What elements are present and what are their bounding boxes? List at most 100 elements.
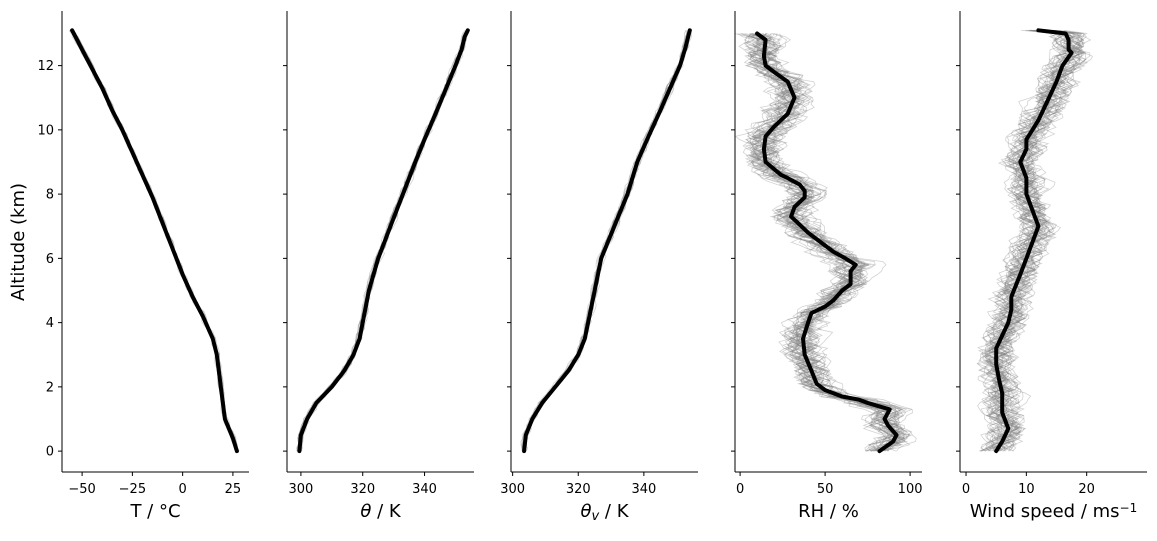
ensemble-line bbox=[976, 29, 1070, 452]
ensemble-line bbox=[69, 30, 237, 452]
x-tick-label: 20 bbox=[1078, 482, 1095, 497]
x-tick-label: 50 bbox=[817, 482, 834, 497]
ensemble-line bbox=[759, 33, 906, 452]
ensemble-line bbox=[994, 29, 1094, 452]
x-tick-label: 320 bbox=[350, 482, 375, 497]
mean-profile-line bbox=[70, 28, 239, 454]
ensemble-line bbox=[295, 30, 467, 452]
y-tick-label: 12 bbox=[37, 59, 54, 74]
ensemble-line bbox=[749, 33, 898, 452]
ensemble-line bbox=[984, 29, 1081, 452]
x-axis-label: T / °C bbox=[129, 501, 180, 522]
ensemble-line bbox=[987, 29, 1082, 452]
ensemble-line bbox=[997, 29, 1086, 452]
ensemble-line bbox=[978, 29, 1073, 452]
mean-profile-line bbox=[994, 28, 1074, 454]
y-tick-label: 8 bbox=[46, 188, 54, 203]
ensemble-line bbox=[71, 30, 238, 452]
x-tick-label: 340 bbox=[412, 482, 437, 497]
x-tick-label: 0 bbox=[962, 482, 970, 497]
ensemble-line bbox=[737, 33, 888, 452]
ensemble-line bbox=[520, 30, 690, 452]
ensemble-line bbox=[69, 30, 239, 452]
ensemble-line bbox=[297, 30, 468, 452]
x-tick-label: 300 bbox=[500, 482, 525, 497]
ensemble-line bbox=[984, 29, 1074, 452]
ensemble-line bbox=[995, 29, 1087, 452]
ensemble-line bbox=[71, 30, 237, 452]
ensemble-line bbox=[743, 33, 896, 452]
y-tick-label: 0 bbox=[46, 445, 54, 460]
x-tick-label: −50 bbox=[68, 482, 95, 497]
ensemble-line bbox=[73, 30, 240, 452]
panel-1: 0 2 4 6 8 10 12 −50 −25 0 25 T / °C bbox=[37, 11, 249, 522]
ensemble-line bbox=[751, 33, 913, 452]
y-tick-label: 4 bbox=[46, 316, 54, 331]
ensemble-members bbox=[976, 29, 1094, 452]
ensemble-line bbox=[71, 30, 238, 452]
x-tick-label: 0 bbox=[736, 482, 744, 497]
x-tick-label: 300 bbox=[288, 482, 313, 497]
ensemble-line bbox=[985, 29, 1080, 452]
panel-2: 300 320 340 θ / K bbox=[283, 11, 474, 522]
ensemble-members bbox=[68, 30, 240, 452]
ensemble-line bbox=[757, 33, 908, 452]
ensemble-line bbox=[734, 33, 889, 452]
panel-5: 0 10 20 Wind speed / ms−1 bbox=[956, 11, 1147, 522]
y-axis-label: Altitude (km) bbox=[8, 183, 29, 301]
ensemble-line bbox=[749, 33, 888, 452]
ensemble-line bbox=[751, 33, 900, 452]
ensemble-line bbox=[72, 30, 240, 452]
ensemble-line bbox=[745, 33, 895, 452]
ensemble-line bbox=[985, 29, 1078, 452]
ensemble-line bbox=[991, 29, 1075, 452]
x-axis-label: θ / K bbox=[360, 501, 402, 522]
ensemble-line bbox=[521, 30, 689, 452]
mean-profile-line bbox=[297, 28, 470, 454]
ensemble-line bbox=[73, 30, 238, 452]
ensemble-line bbox=[753, 33, 901, 452]
ensemble-line bbox=[68, 30, 237, 452]
ensemble-line bbox=[73, 30, 237, 452]
x-tick-label: 320 bbox=[566, 482, 591, 497]
ensemble-line bbox=[72, 30, 238, 452]
ensemble-line bbox=[993, 29, 1091, 452]
ensemble-line bbox=[990, 29, 1087, 452]
ensemble-line bbox=[72, 30, 238, 452]
ensemble-line bbox=[749, 33, 905, 452]
mean-profile-line bbox=[755, 31, 899, 454]
ensemble-line bbox=[73, 30, 240, 452]
y-tick-label: 10 bbox=[37, 123, 54, 138]
x-tick-label: −25 bbox=[119, 482, 146, 497]
ensemble-line bbox=[521, 30, 687, 452]
ensemble-line bbox=[977, 29, 1075, 452]
ensemble-line bbox=[751, 33, 903, 452]
ensemble-line bbox=[744, 33, 904, 452]
ensemble-line bbox=[997, 29, 1084, 452]
ensemble-line bbox=[72, 30, 238, 452]
x-axis-label: θv / K bbox=[580, 501, 629, 524]
ensemble-line bbox=[744, 33, 897, 452]
ensemble-line bbox=[749, 33, 902, 452]
y-tick-label: 6 bbox=[46, 252, 54, 267]
ensemble-line bbox=[759, 33, 906, 452]
ensemble-line bbox=[734, 33, 893, 452]
x-tick-label: 10 bbox=[1018, 482, 1035, 497]
ensemble-line bbox=[981, 29, 1076, 452]
ensemble-members bbox=[734, 33, 917, 452]
x-tick-label: 25 bbox=[225, 482, 242, 497]
x-tick-label: 0 bbox=[179, 482, 187, 497]
y-tick-label: 2 bbox=[46, 380, 54, 395]
panel-4: 0 50 100 RH / % bbox=[731, 11, 923, 522]
ensemble-line bbox=[977, 29, 1073, 452]
ensemble-line bbox=[977, 29, 1069, 452]
ensemble-line bbox=[72, 30, 239, 452]
ensemble-line bbox=[297, 30, 468, 452]
ensemble-line bbox=[296, 30, 466, 452]
mean-profile-line bbox=[522, 28, 692, 454]
x-axis-label: RH / % bbox=[798, 501, 859, 522]
x-axis-label: Wind speed / ms−1 bbox=[970, 501, 1137, 522]
